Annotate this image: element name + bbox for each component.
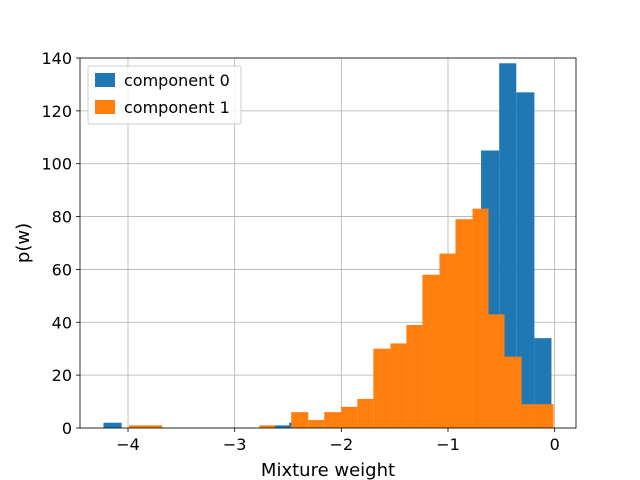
y-tick-label: 20 [52,366,72,385]
bar-component-1 [504,356,522,428]
bar-component-1 [390,343,407,428]
legend-label-component-1: component 1 [124,98,230,117]
legend-swatch-component-0 [95,73,115,87]
x-axis-label: Mixture weight [261,460,395,480]
bar-component-0 [274,425,290,428]
bar-component-0 [516,92,535,428]
axis-ticks: −4 −3 −2 −1 0 0 20 40 60 80 100 120 140 [41,49,559,454]
bar-component-1 [439,253,456,428]
y-tick-label: 0 [62,419,72,438]
bar-component-1 [357,398,374,428]
bar-component-1 [145,425,163,428]
bar-component-1 [537,404,554,428]
bar-component-1 [488,314,505,428]
legend-box [87,65,242,125]
x-tick-label: −4 [116,435,140,454]
bar-component-1 [521,404,538,428]
bar-component-1 [406,324,423,428]
y-axis-label: p(w) [13,223,34,263]
y-tick-label: 80 [52,208,72,227]
legend-label-component-0: component 0 [124,71,230,90]
bar-component-1 [291,412,309,428]
x-tick-label: −1 [436,435,460,454]
bar-component-1 [455,219,473,428]
plot-frame [79,57,577,429]
bar-component-1 [341,406,358,428]
bar-component-1 [129,425,146,428]
bar-component-1 [324,412,342,428]
y-tick-label: 40 [52,313,72,332]
y-tick-label: 120 [41,102,72,121]
legend: component 0 component 1 [87,65,242,125]
x-tick-label: −3 [223,435,247,454]
y-tick-label: 140 [41,49,72,68]
bar-component-1 [422,274,440,428]
x-tick-label: 0 [550,435,560,454]
bar-component-1 [259,425,276,428]
y-tick-label: 100 [41,155,72,174]
bar-component-0 [103,422,122,428]
histogram-bars [103,63,554,429]
bar-component-1 [373,348,391,428]
bar-component-1 [308,420,325,428]
bar-component-1 [472,208,489,428]
x-tick-label: −2 [330,435,354,454]
legend-swatch-component-1 [95,100,115,114]
y-tick-label: 60 [52,260,72,279]
